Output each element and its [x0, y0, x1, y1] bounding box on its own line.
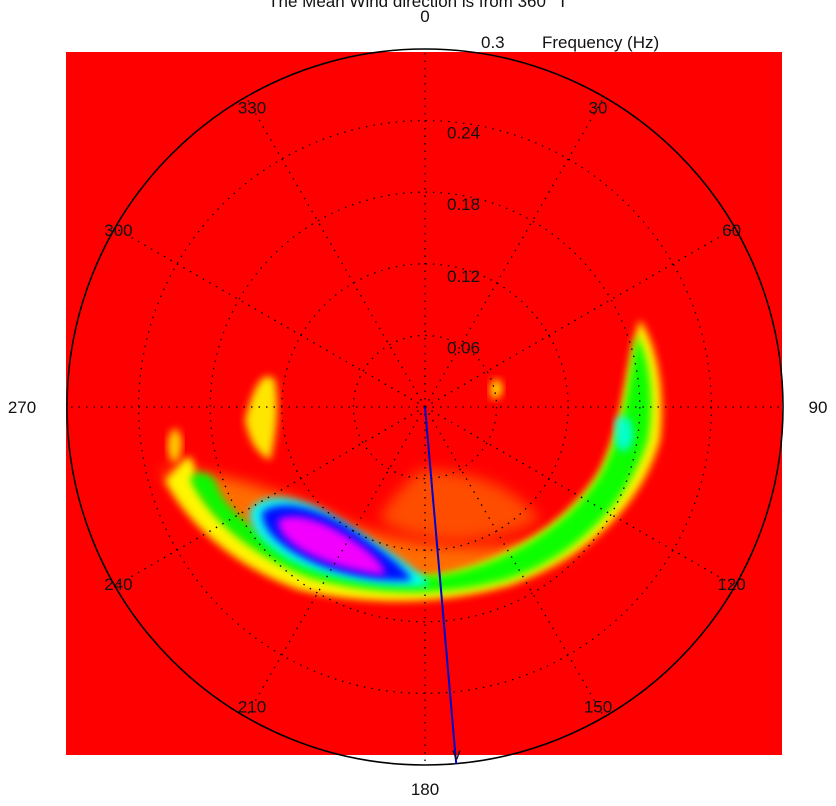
angular-tick-label: 210	[238, 698, 266, 717]
radial-tick-label: 0.24	[447, 124, 480, 143]
radial-axis-label: Frequency (Hz)	[542, 33, 659, 52]
radial-tick-label: 0.18	[447, 195, 480, 214]
radial-ring	[209, 191, 641, 623]
band-yellow-spur	[245, 376, 278, 460]
radial-tick-label: 0.06	[447, 338, 480, 357]
mean-direction-line	[424, 406, 458, 764]
radial-ring	[352, 334, 498, 480]
peak-cyan-east	[615, 416, 634, 452]
energy-field	[160, 320, 662, 601]
band-yellow-fleck	[167, 428, 182, 463]
peak-magenta	[278, 516, 385, 575]
angular-tick-label: 90	[809, 398, 828, 417]
angular-tick-label: 300	[104, 221, 132, 240]
radial-tick-label: 0.12	[447, 267, 480, 286]
radial-max-label: 0.3	[481, 33, 505, 52]
heatmap-background	[66, 52, 782, 755]
angular-tick-label: 0	[420, 7, 429, 26]
chart-title: The Mean Wind direction is from 360 °T	[268, 0, 568, 11]
band-yellow-fleck-2	[490, 378, 503, 400]
angular-tick-label: 180	[411, 780, 439, 799]
angular-tick-label: 60	[722, 221, 741, 240]
polar-grid	[67, 49, 783, 765]
angular-tick-label: 30	[589, 98, 608, 117]
angular-tick-label: 270	[8, 398, 36, 417]
mean-direction-marker: v	[452, 745, 461, 764]
outer-circle	[66, 48, 784, 766]
angular-tick-label: 150	[584, 698, 612, 717]
angular-tick-label: 330	[238, 98, 266, 117]
band-orange-inner	[380, 470, 540, 541]
tick-labels: 0.060.120.180.24030609012015018021024027…	[8, 7, 828, 799]
